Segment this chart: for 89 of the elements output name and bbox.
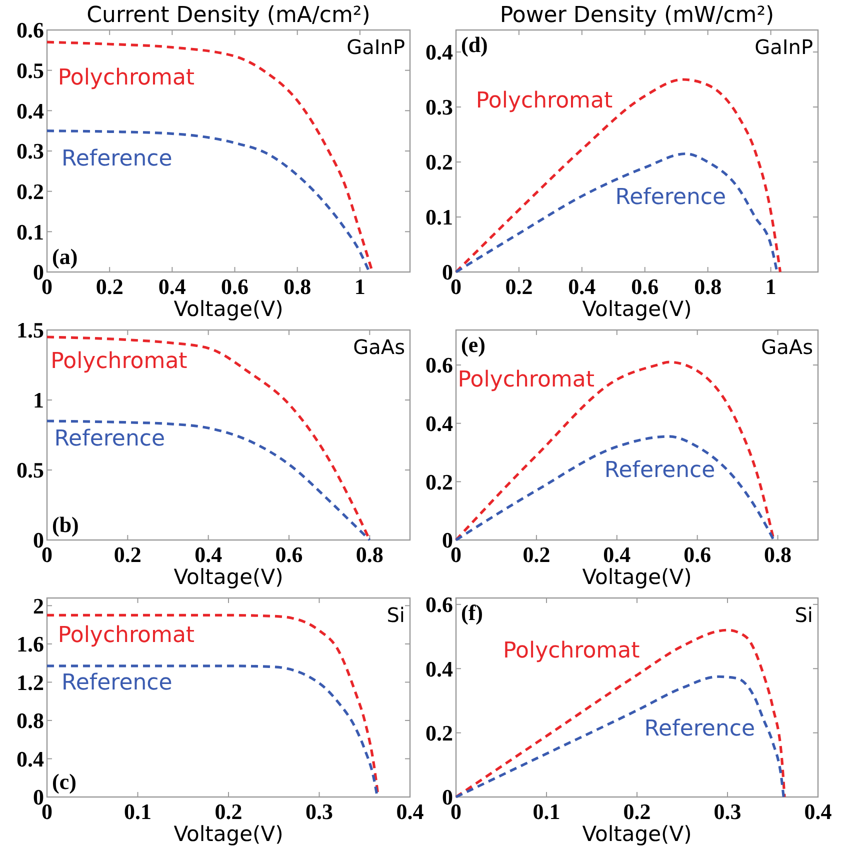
annotation: (e) [461,332,486,357]
x-tick-label: 0.8 [694,274,722,299]
annotation: Si [794,603,813,627]
y-tick-label: 1.5 [16,318,44,343]
y-tick-label: 0.4 [426,656,453,682]
x-tick-label: 0.4 [194,542,222,567]
y-tick-label: 0.6 [16,18,44,43]
y-tick-label: 0.1 [426,204,453,230]
annotation: (c) [52,769,76,794]
series-label: Polychromat [503,638,640,664]
x-tick-label: 0.8 [284,274,312,299]
line-series [454,435,776,542]
chart-title: Power Density (mW/cm²) [500,3,774,28]
chart-title: Current Density (mA/cm²) [86,3,370,28]
x-tick-label: 0.6 [221,274,249,299]
series-label: Polychromat [50,348,188,374]
x-tick-label: 0.1 [124,799,152,824]
line-series [454,628,786,798]
series-label: Polychromat [58,65,195,90]
x-tick-label: 0.1 [532,799,560,824]
y-tick-label: 1.6 [16,632,44,657]
series-label: Polychromat [476,88,613,114]
x-axis-title: Voltage(V) [582,565,692,589]
series-label: Reference [62,146,172,172]
annotation: GaInP [754,35,813,59]
y-tick-label: 0.2 [426,150,453,175]
x-tick-label: 0.6 [631,274,659,299]
y-tick-label: 0.6 [426,352,453,378]
x-axis-title: Voltage(V) [174,297,284,321]
x-tick-label: 0.6 [684,542,712,567]
y-tick-label: 0.4 [426,40,453,65]
x-tick-label: 0.6 [275,542,303,567]
x-tick-label: 0.3 [714,799,742,824]
series-label: Polychromat [458,368,595,393]
line-series [46,420,371,542]
x-tick-label: 0.2 [114,542,142,567]
y-tick-label: 0.5 [16,58,44,84]
y-tick-label: 0.2 [426,720,453,746]
y-tick-label: 0.5 [16,458,44,483]
series-label: Reference [62,670,172,696]
line-series [454,675,785,798]
x-tick-label: 0.2 [522,542,550,567]
series-label: Reference [604,458,716,483]
x-tick-label: 0.4 [568,274,596,299]
x-axis-title: Voltage(V) [582,822,692,846]
line-series [454,360,776,542]
x-tick-label: 0.2 [214,799,242,824]
y-tick-label: 2 [33,593,44,618]
y-tick-label: 0.3 [16,138,44,164]
x-tick-label: 0.3 [306,799,333,824]
y-tick-label: 0.2 [16,179,44,204]
y-tick-label: 0.1 [16,219,44,244]
y-tick-label: 0.2 [426,469,453,494]
x-tick-label: 0.8 [764,542,792,567]
annotation: GaAs [761,335,813,359]
x-axis-title: Voltage(V) [174,822,284,846]
series-label: Reference [615,185,726,210]
annotation: GaAs [353,335,405,359]
annotation: (d) [461,32,488,57]
annotation: Si [386,603,405,627]
x-tick-label: 0.2 [623,799,651,824]
y-tick-label: 0.8 [16,708,44,734]
y-tick-label: 0.4 [16,98,44,124]
x-axis-title: Voltage(V) [174,565,284,589]
x-tick-label: 0.2 [505,274,533,299]
annotation: (b) [52,512,79,537]
x-tick-label: 1 [765,274,776,299]
x-tick-label: 0.4 [396,799,424,824]
y-tick-label: 0.4 [16,746,44,772]
annotation: (a) [52,244,78,269]
x-tick-label: 1 [354,274,366,299]
x-tick-label: 0.8 [356,542,384,567]
y-tick-label: 0.6 [426,592,453,618]
y-tick-label: 0.3 [426,94,453,120]
x-tick-label: 0.2 [96,274,124,299]
x-tick-label: 0.4 [603,542,631,567]
x-axis-title: Voltage(V) [582,297,692,321]
x-tick-label: 0.4 [158,274,186,299]
y-tick-label: 0.4 [426,411,453,436]
annotation: (f) [461,600,483,625]
series-label: Reference [644,716,756,742]
series-label: Reference [54,426,166,452]
y-tick-label: 1.2 [16,670,44,695]
series-label: Polychromat [58,622,195,648]
line-series [454,152,778,274]
line-series [454,78,782,274]
x-tick-label: 0.4 [804,799,832,824]
y-tick-label: 1 [33,388,44,413]
annotation: GaInP [346,35,405,59]
